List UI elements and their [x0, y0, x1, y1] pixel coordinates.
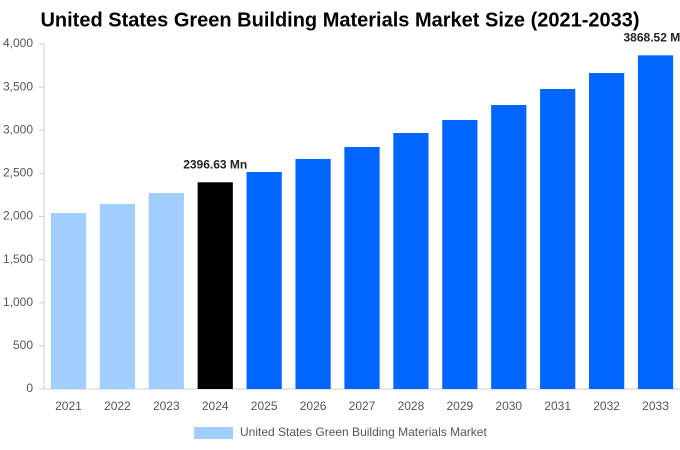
y-tick-label: 1,000: [3, 295, 33, 309]
y-tick-label: 1,500: [3, 252, 33, 266]
x-tick-label: 2032: [593, 399, 620, 413]
bar: [393, 133, 429, 389]
value-label: 2396.63 Mn: [183, 157, 247, 171]
y-tick-label: 0: [26, 381, 33, 395]
bar: [295, 158, 331, 389]
bar: [491, 104, 527, 389]
x-tick-label: 2031: [544, 399, 571, 413]
bar: [442, 119, 478, 389]
bar: [148, 193, 184, 389]
y-tick-label: 3,500: [3, 79, 33, 93]
y-tick-label: 2,500: [3, 166, 33, 180]
x-tick-label: 2030: [495, 399, 522, 413]
x-tick-label: 2026: [300, 399, 327, 413]
legend-label: United States Green Building Materials M…: [240, 425, 487, 439]
x-tick-label: 2024: [202, 399, 229, 413]
bar: [99, 203, 135, 389]
y-tick-label: 2,000: [3, 209, 33, 223]
y-tick-label: 500: [13, 338, 33, 352]
x-tick-label: 2033: [642, 399, 669, 413]
bar: [197, 182, 233, 389]
x-tick-label: 2021: [55, 399, 82, 413]
chart-title: United States Green Building Materials M…: [40, 9, 639, 31]
x-tick-label: 2023: [153, 399, 180, 413]
y-tick-label: 4,000: [3, 36, 33, 50]
x-tick-label: 2022: [104, 399, 131, 413]
y-tick-label: 3,000: [3, 122, 33, 136]
x-tick-label: 2027: [349, 399, 376, 413]
x-tick-label: 2029: [446, 399, 473, 413]
bar: [589, 72, 625, 389]
legend-swatch: [194, 427, 233, 439]
x-tick-label: 2028: [398, 399, 425, 413]
bar: [246, 171, 282, 389]
bar: [344, 146, 380, 389]
bar: [50, 213, 87, 389]
bar: [540, 89, 576, 390]
x-tick-label: 2025: [251, 399, 278, 413]
value-label: 3868.52 Mn: [624, 31, 680, 45]
bar: [637, 55, 674, 389]
